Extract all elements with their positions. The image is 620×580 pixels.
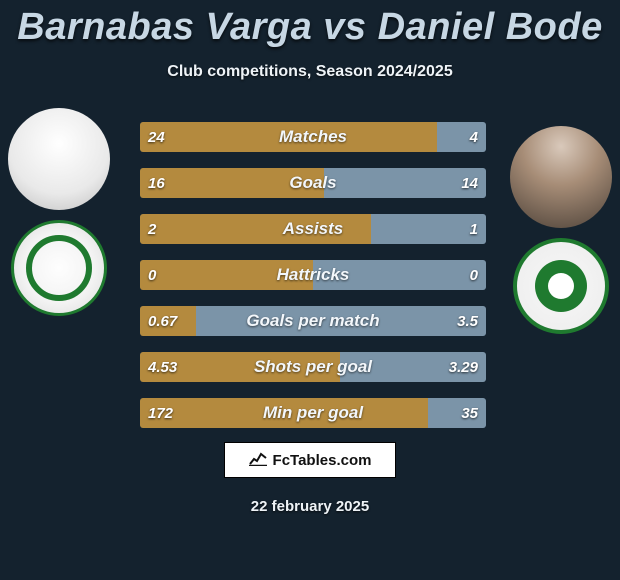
stat-row: 244Matches bbox=[140, 122, 486, 152]
comparison-chart: 244Matches 1614Goals 21Assists 00Hattricks 0… bbox=[140, 122, 486, 444]
stat-row: 4.533.29Shots per goal bbox=[140, 352, 486, 382]
stat-label: Goals per match bbox=[140, 306, 486, 336]
player-left-club-badge bbox=[11, 220, 107, 316]
stat-row: 21Assists bbox=[140, 214, 486, 244]
player-left-column bbox=[8, 108, 110, 316]
stat-label: Shots per goal bbox=[140, 352, 486, 382]
stat-label: Min per goal bbox=[140, 398, 486, 428]
source-badge: FcTables.com bbox=[224, 442, 396, 478]
stat-row: 1614Goals bbox=[140, 168, 486, 198]
stat-label: Hattricks bbox=[140, 260, 486, 290]
stat-label: Goals bbox=[140, 168, 486, 198]
player-right-column bbox=[510, 126, 612, 334]
stat-row: 17235Min per goal bbox=[140, 398, 486, 428]
page-title: Barnabas Varga vs Daniel Bode bbox=[0, 0, 620, 49]
player-left-avatar bbox=[8, 108, 110, 210]
footer-date: 22 february 2025 bbox=[0, 498, 620, 515]
source-brand-text: FcTables.com bbox=[273, 452, 372, 469]
stat-label: Assists bbox=[140, 214, 486, 244]
stat-row: 0.673.5Goals per match bbox=[140, 306, 486, 336]
stat-row: 00Hattricks bbox=[140, 260, 486, 290]
player-right-avatar bbox=[510, 126, 612, 228]
source-logo-icon bbox=[249, 450, 267, 471]
stat-label: Matches bbox=[140, 122, 486, 152]
page-subtitle: Club competitions, Season 2024/2025 bbox=[0, 63, 620, 81]
player-right-club-badge bbox=[513, 238, 609, 334]
